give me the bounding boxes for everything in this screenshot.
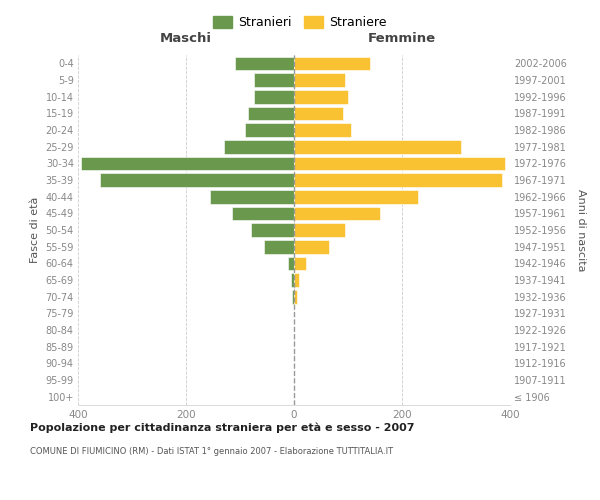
Text: Maschi: Maschi (160, 32, 212, 45)
Bar (294, 123, 350, 137)
Bar (294, 56, 370, 70)
Bar (100, 173, 294, 187)
Bar (232, 206, 294, 220)
Text: COMUNE DI FIUMICINO (RM) - Dati ISTAT 1° gennaio 2007 - Elaborazione TUTTITALIA.: COMUNE DI FIUMICINO (RM) - Dati ISTAT 1°… (30, 448, 393, 456)
Bar (294, 240, 329, 254)
Bar (294, 190, 418, 203)
Bar (254, 73, 294, 87)
Bar (292, 290, 294, 304)
Bar (211, 190, 294, 203)
Bar (235, 56, 294, 70)
Bar (294, 290, 296, 304)
Bar (287, 256, 294, 270)
Bar (254, 90, 294, 104)
Text: Femmine: Femmine (368, 32, 436, 45)
Bar (294, 140, 461, 153)
Bar (294, 206, 380, 220)
Bar (294, 106, 343, 120)
Bar (224, 140, 294, 153)
Bar (294, 156, 505, 170)
Y-axis label: Fasce di età: Fasce di età (30, 197, 40, 263)
Bar (245, 123, 294, 137)
Bar (294, 90, 348, 104)
Bar (251, 223, 294, 237)
Bar (294, 73, 346, 87)
Bar (294, 223, 346, 237)
Text: Popolazione per cittadinanza straniera per età e sesso - 2007: Popolazione per cittadinanza straniera p… (30, 422, 415, 433)
Bar (294, 173, 502, 187)
Bar (294, 273, 299, 287)
Bar (292, 273, 294, 287)
Legend: Stranieri, Straniere: Stranieri, Straniere (208, 11, 392, 34)
Bar (248, 106, 294, 120)
Bar (265, 240, 294, 254)
Bar (80, 156, 294, 170)
Y-axis label: Anni di nascita: Anni di nascita (577, 188, 586, 271)
Bar (294, 256, 306, 270)
